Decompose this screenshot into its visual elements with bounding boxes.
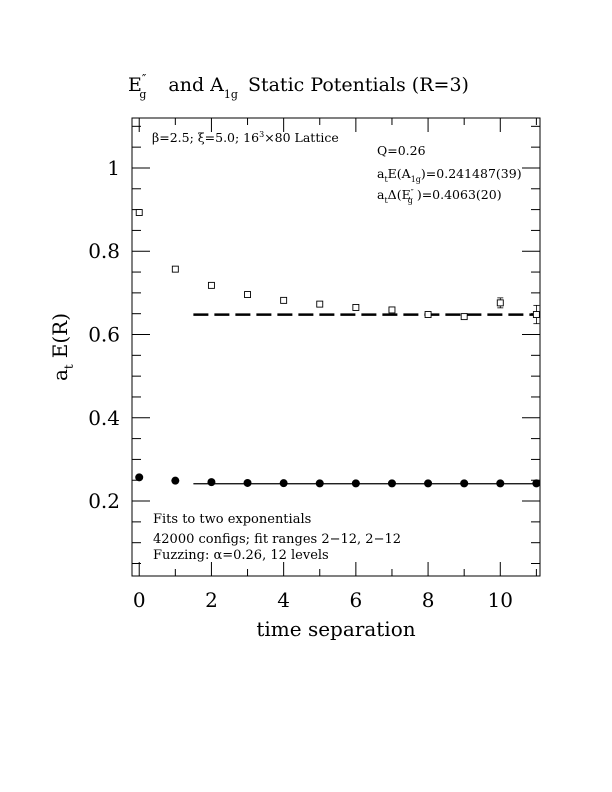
data-point-a1g bbox=[207, 478, 216, 487]
title-a-sub: 1g bbox=[224, 88, 238, 101]
lattice-info-rest: ×80 Lattice bbox=[264, 130, 339, 145]
title-e-sup: ″ bbox=[142, 72, 147, 86]
y-label-rest: E(R) bbox=[48, 313, 72, 358]
data-point-eg bbox=[207, 281, 215, 289]
lattice-info-main: β=2.5; ξ=5.0; 16 bbox=[152, 130, 259, 145]
marker-circle bbox=[279, 479, 288, 488]
marker-square bbox=[280, 296, 288, 304]
fit-a1g-energy: atE(A1g)=0.241487(39) bbox=[377, 166, 522, 184]
x-tick-label: 0 bbox=[133, 588, 146, 612]
y-axis-label: at E(R) bbox=[48, 313, 76, 381]
y-tick-label: 0.2 bbox=[88, 489, 120, 513]
data-point-a1g bbox=[243, 478, 252, 487]
fit-eg-a: a bbox=[377, 187, 385, 202]
chart-title: E″ g and A1g Static Potentials (R=3) bbox=[128, 72, 469, 101]
marker-square bbox=[532, 311, 540, 318]
fit-eg-sub: g bbox=[408, 196, 413, 205]
y-tick-label: 0.4 bbox=[88, 406, 120, 430]
marker-square bbox=[352, 303, 360, 311]
title-rest: Static Potentials (R=3) bbox=[248, 74, 469, 96]
title-e: E bbox=[128, 74, 142, 96]
x-axis-label: time separation bbox=[256, 617, 415, 641]
marker-square bbox=[244, 291, 251, 298]
lattice-info: β=2.5; ξ=5.0; 163×80 Lattice bbox=[152, 130, 339, 145]
note-configs: 42000 configs; fit ranges 2−12, 2−12 bbox=[153, 532, 401, 547]
y-label-a: a bbox=[48, 369, 72, 381]
x-tick-label: 8 bbox=[422, 588, 435, 612]
x-tick-label: 4 bbox=[277, 588, 290, 612]
data-point-a1g bbox=[351, 479, 360, 488]
data-point-eg bbox=[388, 306, 396, 314]
data-point-a1g bbox=[315, 479, 324, 488]
marker-square bbox=[207, 281, 215, 289]
note-fuzzing: Fuzzing: α=0.26, 12 levels bbox=[153, 548, 329, 563]
marker-circle bbox=[496, 479, 505, 488]
data-point-eg bbox=[532, 304, 540, 325]
axis-ticks bbox=[132, 118, 540, 576]
fit-a1g-mid: E(A bbox=[388, 166, 412, 181]
fit-q: Q=0.26 bbox=[377, 143, 426, 158]
fit-eg-value: )=0.4063(20) bbox=[417, 187, 502, 202]
fit-a1g-sub: 1g bbox=[411, 175, 421, 184]
marker-square bbox=[135, 209, 143, 216]
data-point-eg bbox=[496, 297, 504, 309]
fit-eg-mid: Δ(E bbox=[388, 187, 411, 202]
marker-square bbox=[496, 299, 504, 307]
x-tick-label: 6 bbox=[349, 588, 362, 612]
y-label-sub: t bbox=[62, 364, 76, 369]
data-point-a1g bbox=[424, 479, 433, 488]
fit-a1g-t: t bbox=[384, 175, 388, 184]
fit-eg-sup: ″ bbox=[411, 188, 414, 197]
marker-circle bbox=[315, 479, 324, 488]
marker-circle bbox=[460, 479, 469, 488]
data-point-a1g bbox=[279, 479, 288, 488]
data-point-a1g bbox=[496, 479, 505, 488]
data-point-eg bbox=[316, 300, 324, 308]
data-point-eg bbox=[280, 296, 288, 304]
marker-circle bbox=[243, 478, 252, 487]
marker-square bbox=[388, 306, 396, 314]
data-point-eg bbox=[135, 209, 143, 216]
marker-circle bbox=[135, 473, 144, 482]
x-tick-label: 10 bbox=[488, 588, 513, 612]
marker-square bbox=[424, 311, 432, 318]
data-point-eg bbox=[352, 303, 360, 311]
fit-eg-gap: atΔ(E″ g )=0.4063(20) bbox=[377, 187, 502, 205]
fit-lines bbox=[193, 313, 540, 485]
plot-frame bbox=[131, 117, 541, 577]
title-e-sub: g bbox=[139, 88, 146, 101]
y-tick-label: 0.8 bbox=[88, 239, 120, 263]
lattice-info-exp: 3 bbox=[259, 130, 264, 139]
fit-a1g-a: a bbox=[377, 166, 385, 181]
y-tick-label: 0.6 bbox=[88, 323, 120, 347]
fit-a1g-value: )=0.241487(39) bbox=[421, 166, 522, 181]
data-point-a1g bbox=[135, 473, 144, 482]
y-tick-labels: 0.2 0.4 0.6 0.8 1 bbox=[88, 156, 120, 513]
y-tick-label: 1 bbox=[107, 156, 120, 180]
data-points bbox=[135, 209, 541, 488]
data-point-eg bbox=[424, 311, 432, 318]
marker-circle bbox=[171, 476, 180, 485]
note-fits: Fits to two exponentials bbox=[153, 512, 311, 527]
data-point-a1g bbox=[460, 479, 469, 488]
marker-square bbox=[171, 265, 179, 273]
title-and: and A bbox=[168, 74, 224, 96]
fit-eg-t: t bbox=[384, 196, 388, 205]
marker-circle bbox=[424, 479, 433, 488]
marker-circle bbox=[207, 478, 216, 487]
data-point-a1g bbox=[171, 476, 180, 485]
marker-circle bbox=[351, 479, 360, 488]
data-point-a1g bbox=[387, 479, 396, 488]
marker-circle bbox=[532, 479, 541, 488]
marker-circle bbox=[387, 479, 396, 488]
marker-square bbox=[316, 300, 324, 308]
data-point-a1g bbox=[532, 479, 541, 488]
x-tick-labels: 0 2 4 6 8 10 bbox=[133, 588, 513, 612]
data-point-eg bbox=[171, 265, 179, 273]
marker-square bbox=[460, 313, 468, 321]
data-point-eg bbox=[460, 313, 468, 321]
x-tick-label: 2 bbox=[205, 588, 218, 612]
data-point-eg bbox=[244, 291, 251, 298]
